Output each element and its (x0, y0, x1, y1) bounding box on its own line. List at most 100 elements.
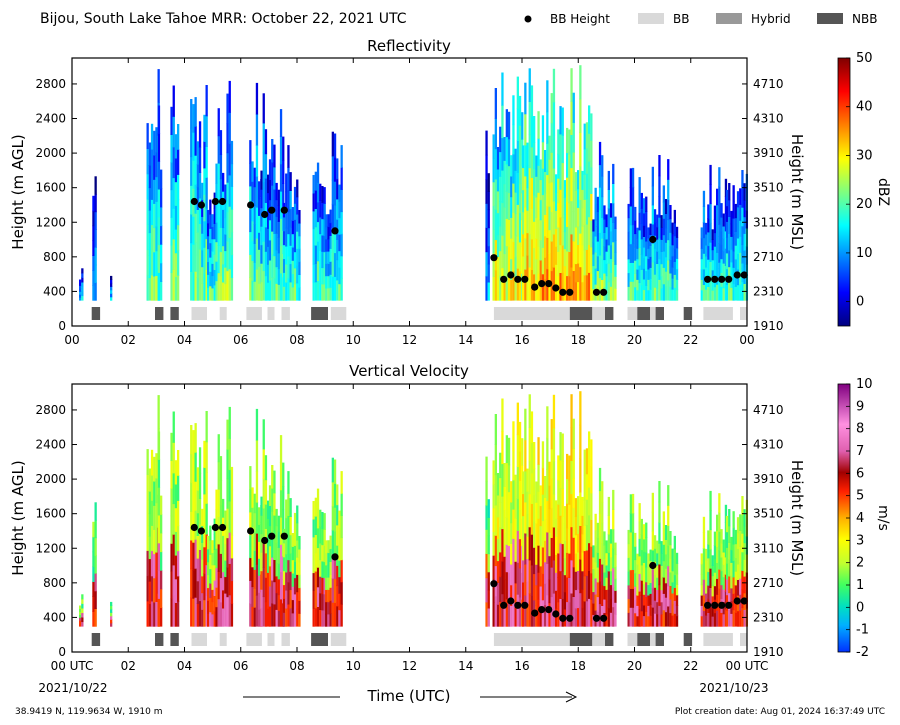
echo-cell (215, 222, 218, 243)
y-tick-label: 800 (43, 576, 66, 590)
echo-cell (732, 527, 735, 545)
echo-cell (219, 456, 223, 481)
echo-cell (649, 256, 652, 268)
echo-cell (492, 134, 495, 159)
echo-cell (512, 450, 515, 481)
echo-cell (730, 549, 733, 563)
echo-cell (541, 467, 545, 495)
echo-cell (282, 556, 286, 572)
echo-cell (720, 217, 723, 232)
echo-cell (739, 188, 742, 205)
bb-type-bar (569, 633, 593, 646)
echo-cell (249, 489, 252, 513)
echo-cell (647, 563, 650, 575)
echo-cell (92, 210, 95, 227)
echo-cell (215, 606, 218, 627)
echo-cell (279, 516, 283, 545)
echo-cell (669, 531, 672, 546)
echo-cell (501, 398, 504, 432)
echo-cell (507, 165, 511, 194)
echo-cell (287, 515, 290, 539)
y-tick-label-right: 2310 (753, 284, 784, 298)
echo-cell (222, 172, 225, 192)
echo-cell (209, 525, 212, 541)
x-tick-label: 14 (458, 659, 473, 673)
echo-cell (298, 210, 301, 224)
echo-cell (262, 241, 265, 272)
echo-cell (533, 468, 536, 496)
bb-type-bar (703, 633, 733, 646)
colorbar-tick-label: 7 (856, 444, 864, 459)
echo-cell (321, 577, 324, 595)
echo-cell (612, 567, 615, 588)
echo-cell (594, 545, 597, 563)
echo-cell (642, 551, 646, 563)
echo-cell (662, 201, 665, 219)
echo-cell (669, 544, 672, 559)
echo-cell (194, 155, 197, 185)
velocity-ylabel-right: Height (m MSL) (788, 460, 806, 576)
colorbar-tick-label: 4 (856, 511, 864, 526)
echo-cell (81, 617, 84, 623)
echo-cell (319, 559, 322, 577)
echo-cell (271, 557, 274, 581)
echo-cell (338, 283, 341, 301)
echo-cell (503, 486, 506, 511)
echo-cell (656, 540, 659, 554)
echo-cell (329, 587, 332, 601)
echo-cell (566, 250, 569, 277)
echo-cell (512, 183, 515, 213)
echo-cell (255, 238, 259, 270)
echo-cell (598, 535, 602, 559)
y-tick-label-right: 2710 (753, 250, 784, 264)
echo-cell (150, 449, 154, 476)
echo-cell (518, 125, 522, 155)
echo-cell (662, 527, 665, 545)
echo-cell (583, 474, 586, 501)
echo-cell (664, 271, 668, 287)
echo-cell (590, 220, 593, 248)
echo-cell (518, 421, 522, 452)
echo-cell (340, 233, 343, 257)
bb-height-point (247, 527, 255, 535)
echo-cell (277, 252, 280, 270)
echo-cell (249, 231, 252, 255)
echo-cell (716, 594, 719, 611)
echo-cell (660, 553, 663, 566)
echo-cell (636, 553, 639, 565)
echo-cell (219, 251, 223, 277)
echo-cell (150, 224, 154, 251)
echo-cell (548, 253, 551, 278)
echo-cell (150, 550, 154, 577)
echo-cell (675, 552, 679, 564)
y-tick-label-right: 3110 (753, 541, 784, 555)
echo-cell (289, 263, 292, 283)
echo-cell (653, 587, 657, 601)
echo-cell (645, 255, 648, 272)
echo-cell (94, 519, 97, 539)
echo-cell (588, 431, 591, 460)
echo-cell (711, 259, 714, 271)
echo-cell (155, 453, 158, 479)
echo-cell (651, 242, 654, 263)
echo-cell (570, 526, 573, 561)
echo-cell (289, 571, 292, 591)
echo-cell (291, 559, 294, 574)
echo-cell (572, 92, 575, 123)
echo-cell (296, 574, 299, 593)
echo-cell (499, 151, 502, 177)
echo-cell (722, 238, 725, 252)
bb-type-bar (311, 633, 328, 646)
echo-cell (544, 476, 547, 498)
echo-cell (203, 194, 206, 222)
echo-cell (730, 536, 733, 551)
echo-cell (198, 600, 202, 627)
echo-cell (614, 602, 617, 615)
echo-cell (177, 575, 180, 602)
echo-cell (79, 620, 82, 624)
echo-cell (323, 593, 326, 611)
echo-cell (572, 448, 575, 479)
echo-cell (634, 612, 637, 627)
echo-cell (211, 601, 214, 615)
echo-cell (664, 227, 668, 243)
